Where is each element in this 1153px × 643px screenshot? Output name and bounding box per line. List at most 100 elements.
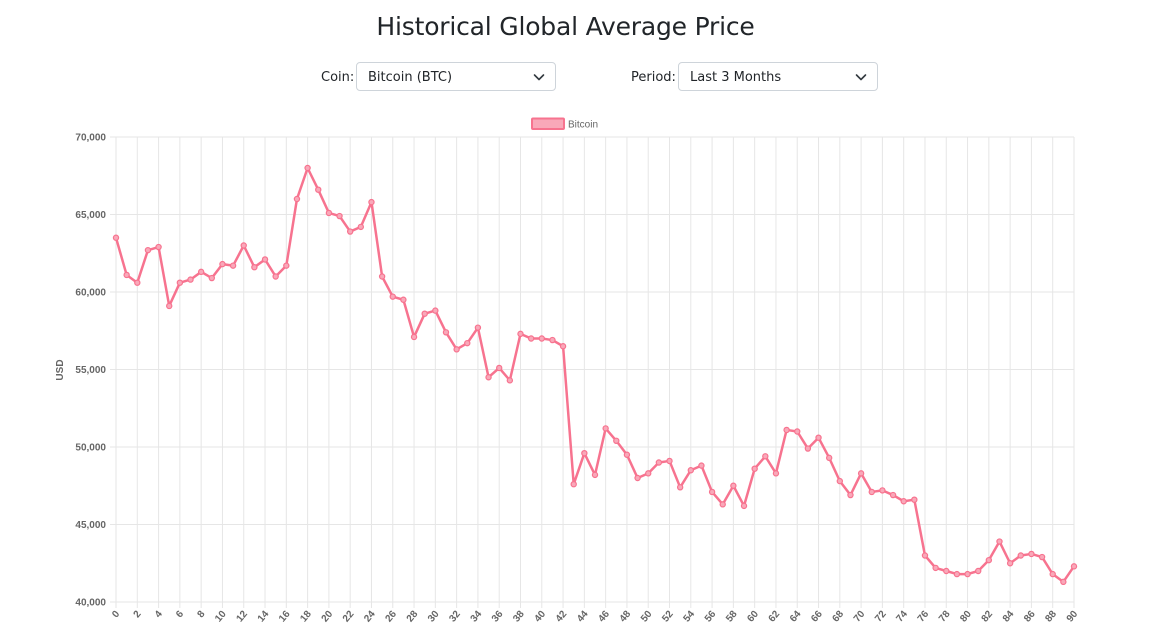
data-point[interactable] (474, 324, 482, 331)
data-point[interactable] (655, 459, 663, 466)
data-point[interactable] (889, 491, 897, 499)
data-point[interactable] (325, 209, 333, 217)
data-point[interactable] (708, 488, 716, 496)
data-point[interactable] (879, 487, 886, 494)
data-point[interactable] (719, 501, 726, 508)
data-point[interactable] (464, 339, 471, 347)
data-point[interactable] (847, 491, 854, 499)
data-point[interactable] (538, 335, 545, 342)
data-point[interactable] (432, 307, 439, 314)
data-point[interactable] (666, 457, 673, 465)
chart-grid (110, 136, 1075, 608)
data-point[interactable] (400, 296, 407, 303)
data-point[interactable] (698, 462, 705, 469)
data-point[interactable] (868, 488, 875, 496)
x-axis-ticks: 0 2 4 6 8 10 12 14 16 18 20 22 24 26 28 30 32 34 36 38 40 42 4… (110, 609, 1080, 625)
data-point[interactable] (634, 474, 641, 482)
data-point[interactable] (187, 276, 194, 283)
data-point[interactable] (1070, 563, 1078, 570)
data-point[interactable] (389, 293, 396, 300)
x-tick-label: 40 (532, 609, 548, 625)
data-point[interactable] (293, 195, 301, 203)
data-point[interactable] (378, 273, 386, 280)
data-point[interactable] (304, 164, 311, 172)
data-point[interactable] (559, 343, 567, 350)
data-point[interactable] (943, 567, 950, 575)
data-point[interactable] (272, 273, 279, 280)
data-point[interactable] (783, 426, 790, 434)
data-point[interactable] (932, 564, 939, 572)
data-point[interactable] (346, 228, 354, 235)
data-point[interactable] (197, 268, 205, 276)
data-point[interactable] (804, 445, 812, 452)
data-point[interactable] (527, 335, 535, 342)
coin-select[interactable]: Bitcoin (BTC) (356, 62, 556, 91)
data-point[interactable] (602, 425, 609, 432)
data-point[interactable] (251, 264, 258, 271)
data-point[interactable] (506, 377, 514, 384)
data-point[interactable] (751, 465, 758, 472)
x-tick-label: 2 (132, 609, 144, 621)
data-point[interactable] (953, 570, 961, 578)
data-point[interactable] (496, 364, 503, 372)
data-point[interactable] (123, 271, 130, 279)
data-point[interactable] (315, 186, 322, 193)
data-point[interactable] (825, 454, 833, 462)
data-point[interactable] (549, 336, 556, 344)
data-point[interactable] (219, 260, 226, 268)
data-point[interactable] (517, 330, 524, 338)
data-point[interactable] (176, 279, 184, 286)
data-point[interactable] (996, 538, 1003, 545)
data-point[interactable] (1028, 550, 1035, 558)
data-point[interactable] (240, 242, 247, 249)
data-point[interactable] (740, 502, 748, 510)
data-point[interactable] (591, 471, 599, 479)
data-point[interactable] (134, 279, 141, 286)
data-point[interactable] (1038, 553, 1046, 561)
data-point[interactable] (112, 234, 120, 241)
data-point[interactable] (1060, 578, 1067, 586)
data-point[interactable] (336, 212, 343, 220)
data-point[interactable] (570, 481, 577, 488)
data-point[interactable] (900, 498, 907, 505)
data-point[interactable] (453, 346, 460, 353)
data-point[interactable] (155, 243, 162, 251)
data-point[interactable] (985, 556, 993, 564)
data-point[interactable] (485, 374, 492, 381)
data-point[interactable] (836, 477, 844, 485)
data-point[interactable] (421, 310, 428, 317)
data-point[interactable] (229, 262, 237, 269)
data-point[interactable] (911, 496, 918, 503)
data-point[interactable] (613, 437, 620, 444)
data-point[interactable] (144, 246, 152, 254)
data-point[interactable] (1049, 570, 1056, 578)
data-point[interactable] (261, 256, 269, 263)
period-select[interactable]: Last 3 Months (678, 62, 878, 91)
data-point[interactable] (772, 470, 780, 477)
data-point[interactable] (442, 329, 450, 336)
data-point[interactable] (283, 262, 290, 269)
data-point[interactable] (166, 302, 173, 310)
data-point[interactable] (410, 333, 418, 341)
data-point[interactable] (857, 470, 865, 477)
legend-label-bitcoin[interactable]: Bitcoin (568, 120, 598, 131)
legend-swatch-bitcoin[interactable] (531, 117, 565, 130)
data-point[interactable] (208, 274, 215, 282)
data-point[interactable] (645, 470, 652, 477)
data-point[interactable] (623, 451, 631, 458)
x-tick-label: 20 (320, 609, 336, 625)
data-point[interactable] (687, 467, 695, 474)
data-point[interactable] (676, 484, 684, 491)
data-point[interactable] (815, 434, 822, 441)
data-point[interactable] (357, 223, 365, 231)
data-point[interactable] (964, 570, 971, 578)
data-point[interactable] (730, 482, 737, 489)
data-point[interactable] (1006, 560, 1014, 567)
data-point[interactable] (1017, 552, 1024, 559)
data-point[interactable] (368, 198, 375, 206)
data-point[interactable] (975, 567, 982, 575)
data-point[interactable] (921, 552, 929, 559)
data-point[interactable] (581, 450, 588, 457)
data-point[interactable] (794, 428, 801, 435)
data-point[interactable] (762, 453, 769, 460)
